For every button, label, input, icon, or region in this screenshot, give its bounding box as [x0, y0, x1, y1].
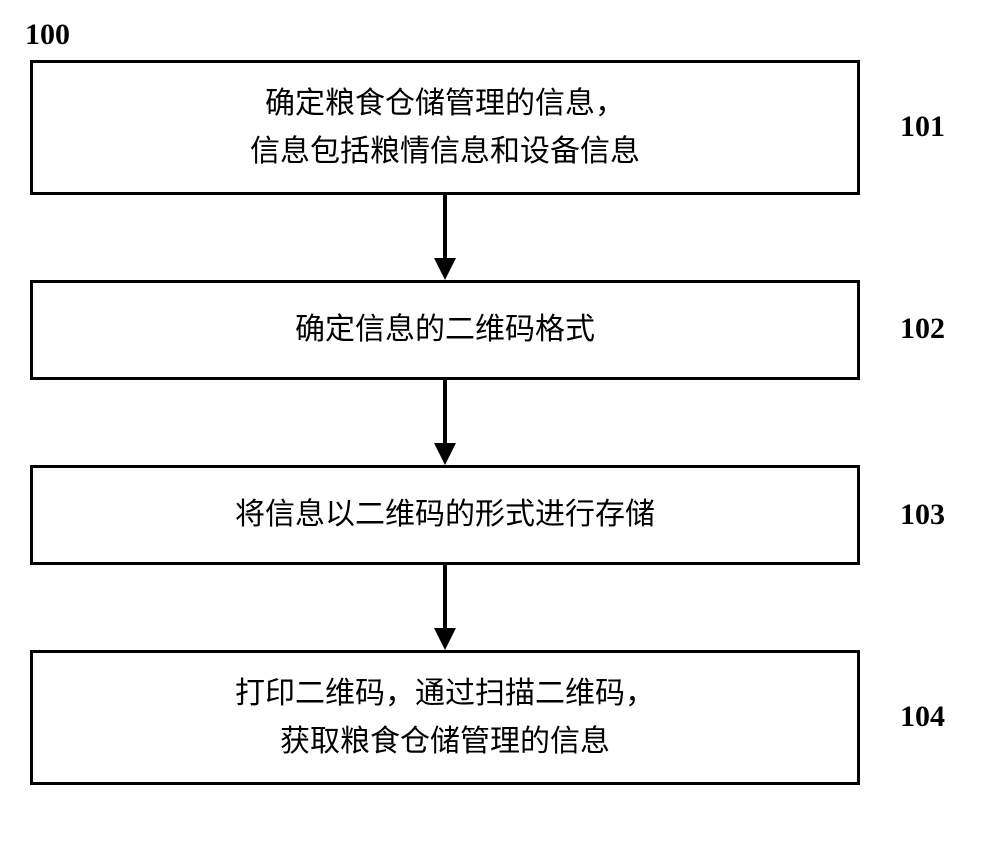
step-label-104: 104: [900, 700, 945, 734]
figure-number-label: 100: [25, 18, 70, 52]
step-text-line: 确定信息的二维码格式: [295, 306, 595, 354]
step-text-line: 打印二维码，通过扫描二维码，: [235, 670, 655, 718]
step-box-102: 确定信息的二维码格式: [30, 280, 860, 380]
flowchart-canvas: 100 确定粮食仓储管理的信息， 信息包括粮情信息和设备信息 101 确定信息的…: [0, 0, 1000, 846]
step-box-101: 确定粮食仓储管理的信息， 信息包括粮情信息和设备信息: [30, 60, 860, 195]
step-label-103: 103: [900, 498, 945, 532]
arrow-line: [443, 380, 447, 443]
arrow-head-icon: [434, 443, 456, 465]
step-text-line: 获取粮食仓储管理的信息: [280, 718, 610, 766]
step-text-line: 确定粮食仓储管理的信息，: [265, 80, 625, 128]
step-text-line: 将信息以二维码的形式进行存储: [235, 491, 655, 539]
arrow-line: [443, 565, 447, 628]
step-box-103: 将信息以二维码的形式进行存储: [30, 465, 860, 565]
arrow-head-icon: [434, 258, 456, 280]
step-box-104: 打印二维码，通过扫描二维码， 获取粮食仓储管理的信息: [30, 650, 860, 785]
arrow-line: [443, 195, 447, 258]
arrow-head-icon: [434, 628, 456, 650]
step-label-102: 102: [900, 312, 945, 346]
step-label-101: 101: [900, 110, 945, 144]
step-text-line: 信息包括粮情信息和设备信息: [250, 128, 640, 176]
